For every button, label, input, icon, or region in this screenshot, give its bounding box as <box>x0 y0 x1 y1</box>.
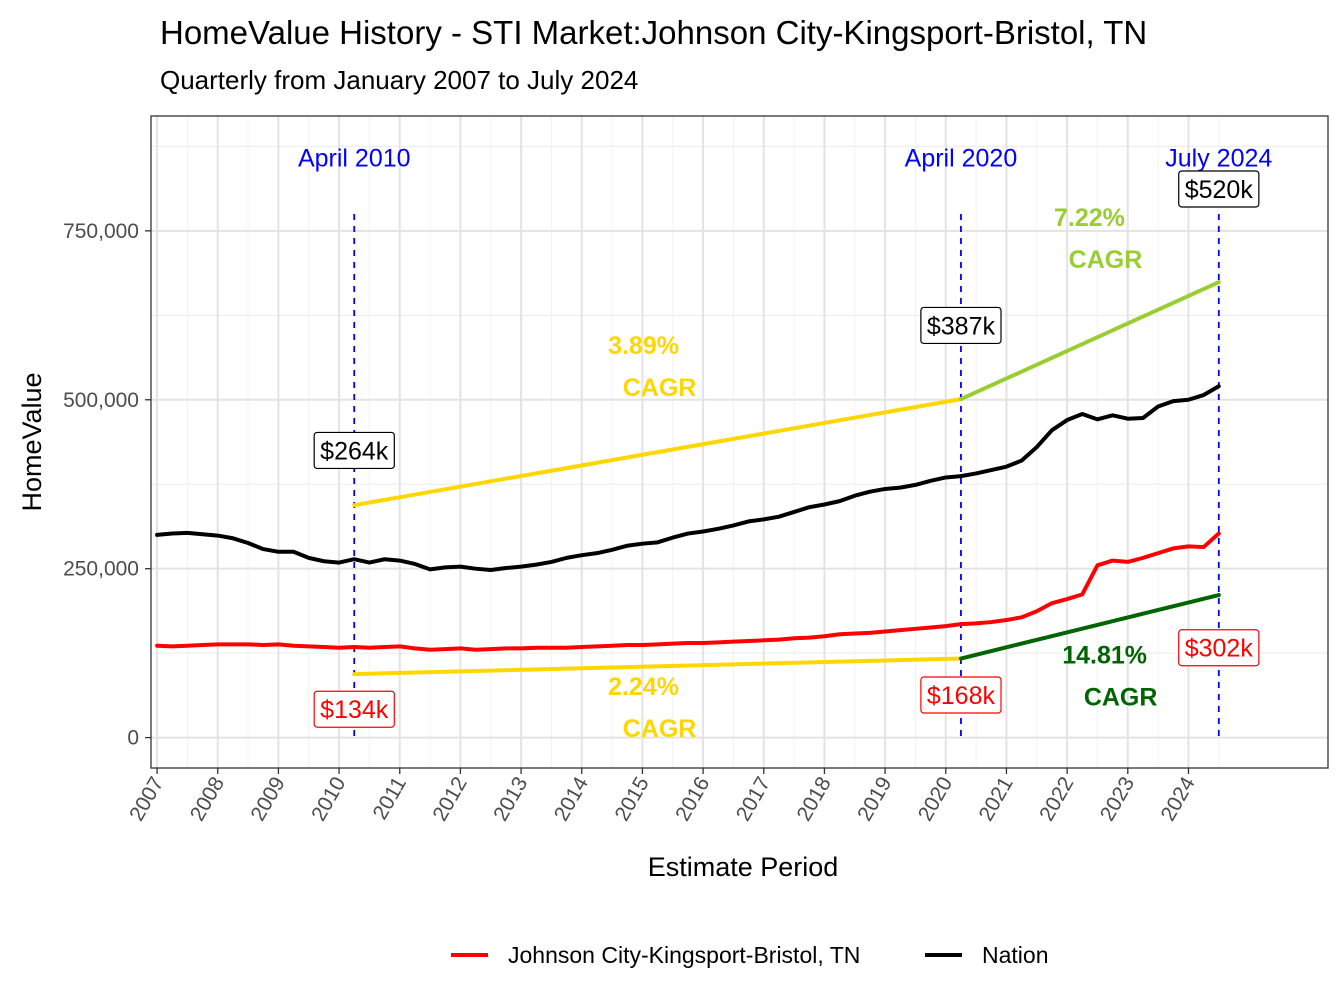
x-tick-label: 2016 <box>671 773 714 825</box>
x-tick-label: 2009 <box>246 773 289 825</box>
y-tick-label: 0 <box>127 727 139 750</box>
legend-label-johnson-city: Johnson City-Kingsport-Bristol, TN <box>508 942 860 968</box>
legend-label-nation: Nation <box>982 942 1048 968</box>
x-tick-label: 2007 <box>125 773 168 825</box>
x-tick-label: 2020 <box>914 773 957 825</box>
x-tick-label: 2024 <box>1157 773 1200 825</box>
x-tick-label: 2017 <box>732 773 775 825</box>
reference-line-label: July 2024 <box>1165 145 1272 173</box>
chart-title: HomeValue History - STI Market:Johnson C… <box>160 14 1147 51</box>
x-tick-label: 2015 <box>610 773 653 825</box>
plot-area: April 2010 April 2020 July 2024 $264k $387k… <box>151 116 1328 768</box>
y-axis: 0 250,000 500,000 750,000 <box>63 220 151 750</box>
value-label: $168k <box>921 677 1001 713</box>
value-label: $264k <box>314 432 394 468</box>
chart: HomeValue History - STI Market:Johnson C… <box>0 0 1344 1008</box>
value-label: $520k <box>1179 171 1259 207</box>
legend: Johnson City-Kingsport-Bristol, TN Natio… <box>451 942 1048 968</box>
value-label: $302k <box>1179 630 1259 666</box>
chart-subtitle: Quarterly from January 2007 to July 2024 <box>160 65 638 95</box>
x-tick-label: 2011 <box>369 773 412 824</box>
reference-line-label: April 2020 <box>905 145 1018 173</box>
cagr-word-label: CAGR <box>1069 246 1143 274</box>
x-tick-label: 2018 <box>792 773 835 825</box>
cagr-word-label: CAGR <box>623 715 697 743</box>
x-tick-label: 2022 <box>1035 773 1078 825</box>
y-tick-label: 500,000 <box>63 389 139 412</box>
y-axis-title: HomeValue <box>17 372 47 511</box>
value-label-text: $387k <box>927 312 996 340</box>
x-tick-label: 2014 <box>550 773 593 825</box>
value-label: $134k <box>314 691 394 727</box>
x-axis: 2007 2008 2009 2010 2011 2012 2013 2014 2015 2016… <box>125 768 1200 825</box>
y-tick-label: 250,000 <box>63 558 139 581</box>
cagr-percent-label: 3.89% <box>608 332 679 360</box>
x-tick-label: 2010 <box>307 773 350 825</box>
value-label-text: $302k <box>1185 635 1254 663</box>
cagr-percent-label: 14.81% <box>1062 641 1147 669</box>
value-label: $387k <box>921 307 1001 343</box>
x-tick-label: 2023 <box>1096 773 1139 825</box>
y-tick-label: 750,000 <box>63 220 139 243</box>
value-label-text: $264k <box>320 437 389 465</box>
x-tick-label: 2019 <box>853 773 896 825</box>
reference-line-label: April 2010 <box>298 145 411 173</box>
x-axis-title: Estimate Period <box>648 852 839 882</box>
value-label-text: $134k <box>320 696 389 724</box>
x-tick-label: 2021 <box>975 773 1018 825</box>
x-tick-label: 2013 <box>489 773 532 825</box>
cagr-word-label: CAGR <box>623 374 697 402</box>
value-label-text: $520k <box>1185 176 1254 204</box>
value-label-text: $168k <box>927 682 996 710</box>
cagr-percent-label: 7.22% <box>1054 204 1125 232</box>
cagr-word-label: CAGR <box>1084 683 1158 711</box>
x-tick-label: 2012 <box>428 773 471 825</box>
cagr-percent-label: 2.24% <box>608 673 679 701</box>
x-tick-label: 2008 <box>186 773 229 825</box>
